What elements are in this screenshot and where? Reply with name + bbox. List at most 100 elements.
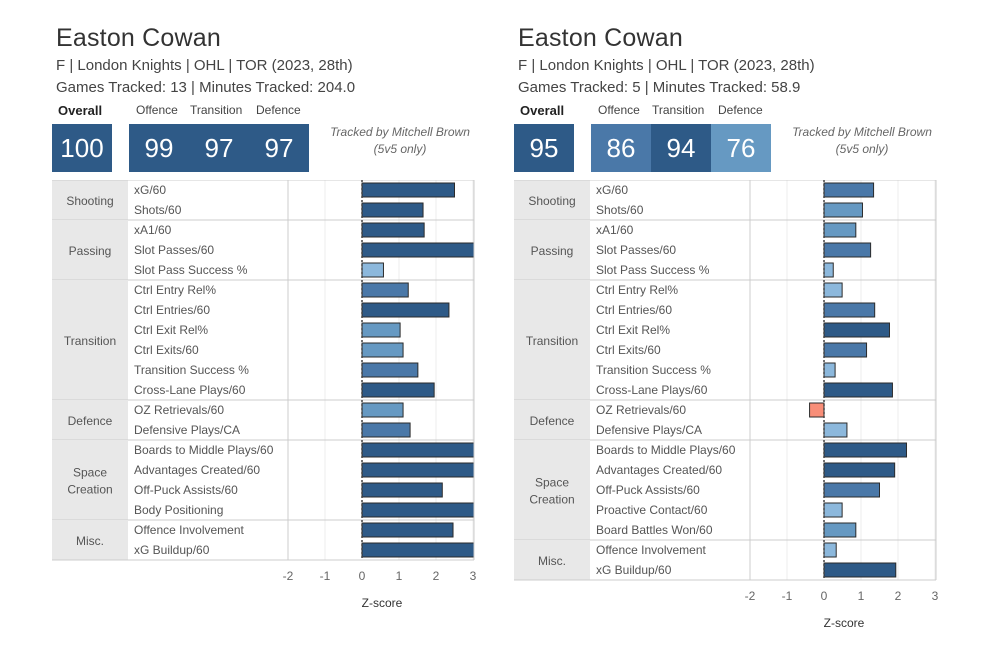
metric-label: Advantages Created/60 [596,463,722,477]
x-tick-label: 3 [470,569,477,583]
metric-label: Slot Passes/60 [596,243,676,257]
bar-xg-buildup-60 [361,542,475,558]
category-label: Misc. [538,554,566,568]
metric-label: Cross-Lane Plays/60 [596,383,708,397]
category-cell [52,440,128,520]
bar-transition-success- [361,362,419,378]
bar-oz-retrievals-60 [361,402,404,418]
metric-label: Defensive Plays/CA [596,423,702,437]
player-info: F | London Knights | OHL | TOR (2023, 28… [56,57,353,74]
x-tick-label: 0 [821,589,828,603]
metric-label: Boards to Middle Plays/60 [134,443,274,457]
tracker-credit: Tracked by Mitchell Brown (5v5 only) [782,124,942,158]
x-tick-label: 2 [433,569,440,583]
category-label: Space [535,476,569,490]
bar-slot-passes-60 [361,242,475,258]
bar-xg-60 [361,182,455,198]
category-label: Shooting [528,194,575,208]
bar-offence-involvement [361,522,454,538]
bar-body-positioning [361,502,475,518]
bar-ctrl-entries-60 [361,302,450,318]
category-label: Shooting [66,194,113,208]
category-label: Misc. [76,534,104,548]
overall-label: Overall [520,103,565,118]
bar-shots-60 [823,202,863,218]
bar-ctrl-exits-60 [823,342,868,358]
metric-label: Off-Puck Assists/60 [134,483,238,497]
category-cell [52,520,128,560]
x-tick-label: 3 [932,589,939,603]
metric-label: xG Buildup/60 [134,543,210,557]
metric-label: Ctrl Exit Rel% [134,323,208,337]
metric-label: Slot Pass Success % [596,263,710,277]
bar-xa1-60 [823,222,857,238]
metric-label: Shots/60 [134,203,182,217]
transition-score-tile: 94 [651,124,711,172]
bar-shots-60 [361,202,424,218]
category-cell [52,400,128,440]
metric-label: Cross-Lane Plays/60 [134,383,246,397]
category-label: Defence [68,414,113,428]
category-cell [514,440,590,540]
offence-score-tile: 99 [129,124,189,172]
tracking-info: Games Tracked: 5 | Minutes Tracked: 58.9 [518,79,801,96]
category-cell [52,180,128,220]
zscore-bar-chart-right: Shooting xG/60 Shots/60 Passing xA1/60 Slot P… [514,180,939,630]
overall-score-tile: 95 [514,124,574,172]
bar-xg-buildup-60 [823,562,897,578]
offence-label: Offence [598,103,640,117]
bar-proactive-contact-60 [823,502,843,518]
category-label: Creation [529,493,574,507]
bar-slot-pass-success- [823,262,834,278]
bar-xg-60 [823,182,875,198]
defence-label: Defence [718,103,763,117]
x-tick-label: -1 [782,589,793,603]
bar-ctrl-entry-rel- [361,282,409,298]
bar-defensive-plays-ca [823,422,848,438]
player-card-right: Easton Cowan F | London Knights | OHL | … [514,0,944,658]
x-axis-label: Z-score [824,616,865,630]
category-cell [514,220,590,280]
metric-label: xG Buildup/60 [596,563,672,577]
bar-advantages-created-60 [361,462,475,478]
defence-score-tile: 97 [249,124,309,172]
metric-label: Slot Passes/60 [134,243,214,257]
credit-line: Tracked by Mitchell Brown [792,125,932,139]
defence-label: Defence [256,103,301,117]
category-label: Transition [64,334,116,348]
tracking-info: Games Tracked: 13 | Minutes Tracked: 204… [56,79,356,96]
metric-label: Offence Involvement [134,523,245,537]
bar-off-puck-assists-60 [361,482,443,498]
metric-label: Transition Success % [134,363,249,377]
bar-ctrl-exit-rel- [361,322,401,338]
x-tick-label: -1 [320,569,331,583]
metric-label: Ctrl Entry Rel% [596,283,678,297]
credit-note: (5v5 only) [835,142,889,156]
metric-label: OZ Retrievals/60 [134,403,224,417]
credit-note: (5v5 only) [373,142,427,156]
zscore-bar-chart-left: Shooting xG/60 Shots/60 Passing xA1/60 Slot P… [52,180,477,610]
x-axis-label: Z-score [362,596,403,610]
category-cell [52,220,128,280]
category-label: Passing [531,244,574,258]
defence-score-tile: 76 [711,124,771,172]
category-label: Creation [67,483,112,497]
category-label: Transition [526,334,578,348]
player-name: Easton Cowan [56,24,221,52]
metric-label: Proactive Contact/60 [596,503,708,517]
bar-boards-to-middle-plays-60 [361,442,475,458]
metric-label: Ctrl Exits/60 [596,343,661,357]
bar-boards-to-middle-plays-60 [823,442,908,458]
x-tick-label: -2 [745,589,756,603]
bar-defensive-plays-ca [361,422,411,438]
metric-label: xG/60 [596,183,628,197]
metric-label: Shots/60 [596,203,644,217]
category-cell [514,540,590,580]
category-cell [52,280,128,400]
metric-label: Slot Pass Success % [134,263,248,277]
metric-label: Ctrl Exit Rel% [596,323,670,337]
metric-label: Boards to Middle Plays/60 [596,443,736,457]
bar-cross-lane-plays-60 [361,382,435,398]
metric-label: Ctrl Exits/60 [134,343,199,357]
transition-score-tile: 97 [189,124,249,172]
